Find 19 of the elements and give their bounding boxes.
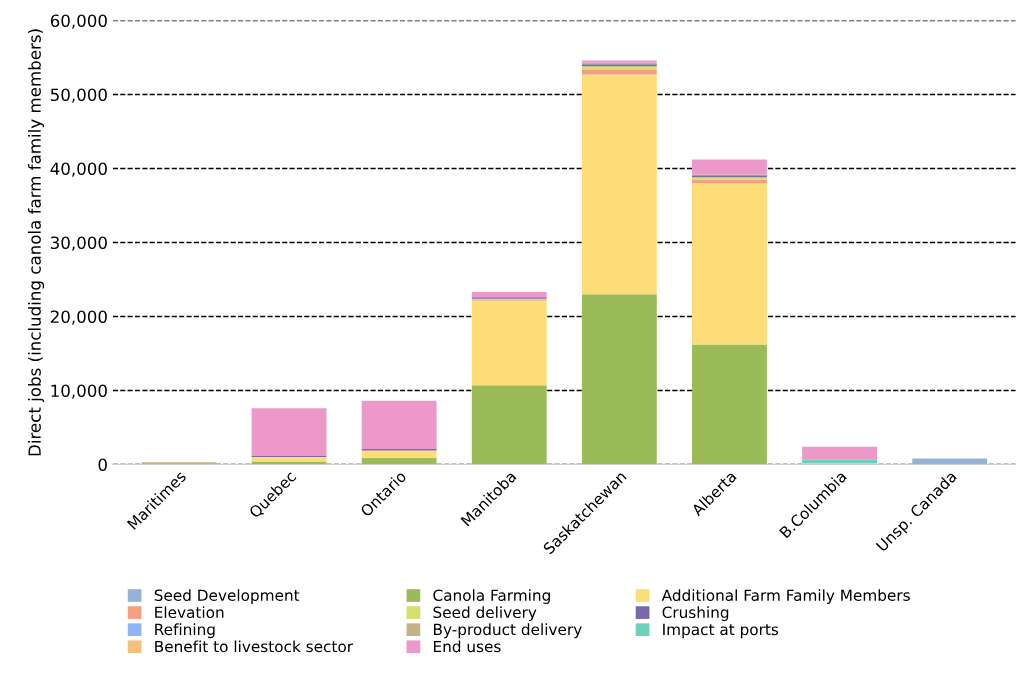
y-axis-title: Direct jobs (including canola farm family members) xyxy=(28,29,45,456)
legend-label: End uses xyxy=(434,640,501,653)
legend-label: Refining xyxy=(155,623,215,639)
legend-label: Additional Farm Family Members xyxy=(661,589,910,604)
y-tick-label: 20,000 xyxy=(50,310,107,325)
legend-label: Seed delivery xyxy=(433,606,537,622)
legend-label: Impact at ports xyxy=(663,623,779,639)
y-tick-label: 30,000 xyxy=(50,236,107,251)
legend-label: Canola Farming xyxy=(433,589,550,604)
legend-label: Benefit to livestock sector xyxy=(155,640,354,653)
y-tick-label: 0 xyxy=(98,458,107,472)
y-tick-label: 10,000 xyxy=(51,384,107,399)
legend-label: Seed Development xyxy=(154,589,300,604)
y-tick-label: 40,000 xyxy=(50,162,107,177)
y-tick-label: 60,000 xyxy=(50,14,107,29)
y-tick-label: 50,000 xyxy=(50,88,107,103)
legend-label: By-product delivery xyxy=(434,623,582,639)
legend-label: Elevation xyxy=(155,606,224,619)
legend-label: Crushing xyxy=(662,606,729,622)
